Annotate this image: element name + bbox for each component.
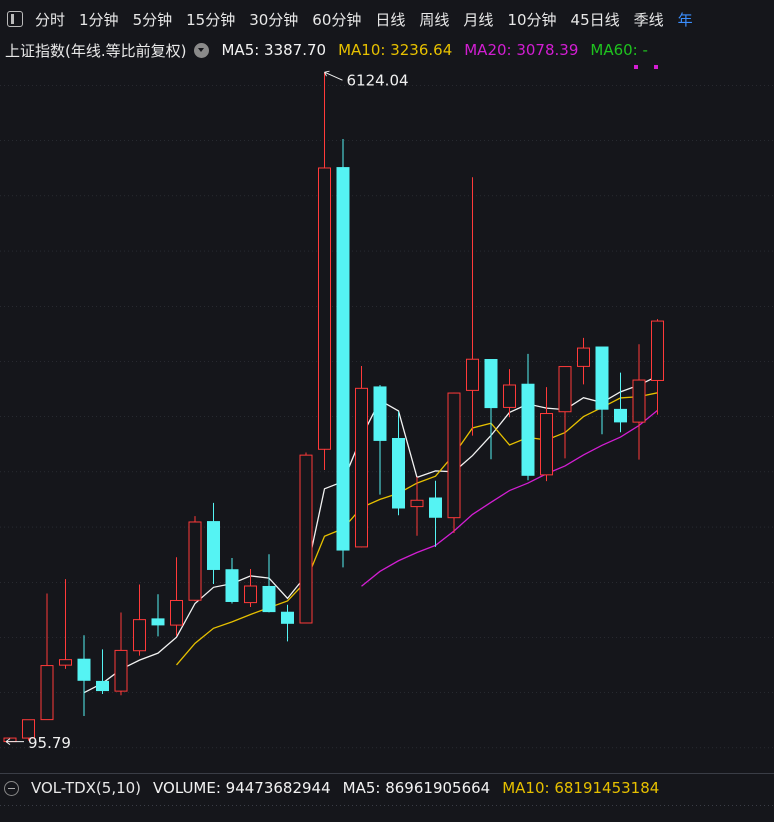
candle-body xyxy=(429,497,442,518)
candle-body xyxy=(373,386,387,441)
collapse-button[interactable] xyxy=(4,780,19,796)
period-tab[interactable]: 30分钟 xyxy=(249,10,299,29)
period-tab[interactable]: 45日线 xyxy=(570,10,620,29)
candle-body xyxy=(281,611,294,624)
period-tab[interactable]: 10分钟 xyxy=(507,10,557,29)
indicator-value: MA10: 68191453184 xyxy=(502,779,660,797)
candle-body xyxy=(207,521,220,570)
period-tab[interactable]: 年 xyxy=(677,10,693,29)
candle-body xyxy=(632,379,646,423)
candle-body xyxy=(244,585,257,604)
candle-body xyxy=(262,585,276,613)
indicator-value: VOLUME: 94473682944 xyxy=(153,779,331,797)
candle-body xyxy=(336,167,350,551)
period-tab[interactable]: 5分钟 xyxy=(132,10,173,29)
candle-body xyxy=(447,392,461,519)
candle-body xyxy=(521,383,535,476)
indicator-value: MA60: - xyxy=(590,41,648,59)
main-header: 上证指数(年线.等比前复权) MA5: 3387.70 MA10: 3236.64… xyxy=(0,38,774,62)
candle-body xyxy=(484,359,498,409)
period-tab[interactable]: 周线 xyxy=(419,10,450,29)
candle-body xyxy=(558,366,572,413)
candle-body xyxy=(22,719,35,739)
marker-dot xyxy=(654,65,658,69)
period-tab[interactable]: 分时 xyxy=(35,10,66,29)
period-tab[interactable]: 日线 xyxy=(375,10,406,29)
indicator-value: MA10: 3236.64 xyxy=(338,41,453,59)
candle-body xyxy=(540,413,553,476)
candle-body xyxy=(355,387,368,548)
candle-body xyxy=(188,521,202,601)
period-tab[interactable]: 季线 xyxy=(633,10,664,29)
candle-body xyxy=(410,499,424,508)
candle-body xyxy=(503,384,516,408)
candle-body xyxy=(318,167,331,450)
period-tabs: 分时 1分钟 5分钟 15分钟 30分钟 60分钟 日线 周线 月线 10分钟 45日线 季线年 xyxy=(35,9,693,30)
annotation-arrow xyxy=(5,738,24,745)
candle-body xyxy=(170,599,183,626)
candle-body xyxy=(3,737,17,743)
volume-header: VOL-TDX(5,10) VOLUME: 94473682944 MA5: 86… xyxy=(0,776,774,800)
candle-body xyxy=(77,658,91,681)
candle-body xyxy=(59,659,72,666)
candle-body xyxy=(151,618,165,626)
security-title[interactable]: 上证指数(年线.等比前复权) xyxy=(5,41,187,60)
candle-body xyxy=(577,347,590,367)
volume-title: VOL-TDX(5,10) xyxy=(31,779,142,797)
period-tab[interactable]: 1分钟 xyxy=(79,10,119,29)
high-annotation: 6124.04 xyxy=(347,72,409,90)
candle-body xyxy=(651,320,664,381)
candle-body xyxy=(133,619,146,652)
period-tab[interactable]: 60分钟 xyxy=(312,10,362,29)
candle-body xyxy=(466,358,479,391)
low-annotation: 95.79 xyxy=(28,734,71,752)
candle-body xyxy=(96,680,109,692)
candle-body xyxy=(40,665,54,721)
indicator-value: MA5: 86961905664 xyxy=(342,779,491,797)
marker-dot xyxy=(634,65,638,69)
candle-body xyxy=(114,649,128,692)
ma-line xyxy=(361,409,658,587)
dropdown[interactable] xyxy=(194,42,210,58)
annotation-arrow xyxy=(324,70,343,81)
period-tab[interactable]: 15分钟 xyxy=(186,10,236,29)
sidebar-toggle[interactable] xyxy=(7,11,23,27)
candle-body xyxy=(595,346,609,410)
candle-body xyxy=(614,408,627,423)
period-tab[interactable]: 月线 xyxy=(463,10,494,29)
toolbar: 分时 1分钟 5分钟 15分钟 30分钟 60分钟 日线 周线 月线 10分钟 45日线 季线年 xyxy=(0,0,774,38)
candle-body xyxy=(299,454,313,624)
indicator-value: MA20: 3078.39 xyxy=(464,41,579,59)
candle-body xyxy=(392,437,405,509)
candle-body xyxy=(225,569,239,602)
indicator-value: MA5: 3387.70 xyxy=(221,41,327,59)
